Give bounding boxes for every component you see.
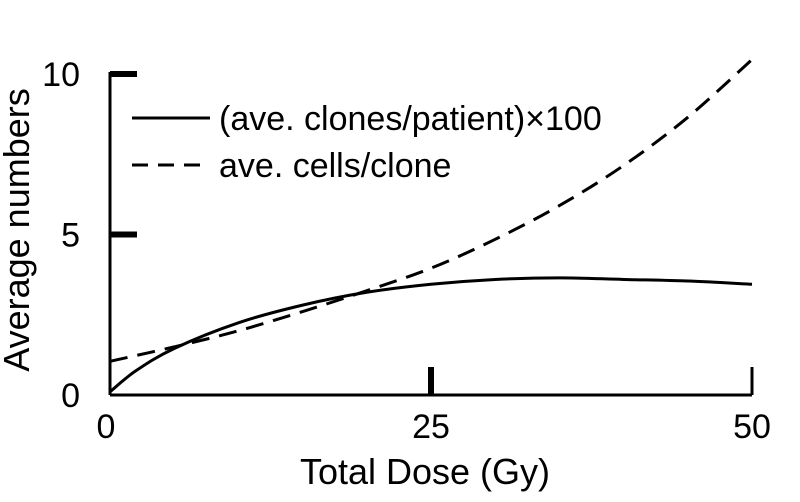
y-tick-label: 10	[42, 56, 80, 94]
solid-series-line	[109, 276, 753, 393]
dashed-series-line	[109, 58, 754, 363]
legend-label: (ave. clones/patient)×100	[219, 100, 602, 138]
y-tick-label: 0	[61, 377, 80, 415]
legend-label: ave. cells/clone	[219, 147, 451, 185]
y-axis-label: Average numbers	[0, 88, 37, 372]
x-tick-label: 25	[412, 408, 450, 446]
series-lines	[109, 58, 754, 393]
legend: (ave. clones/patient)×100 ave. cells/clon…	[132, 100, 602, 185]
ticks: 0 5 10 0 25 50	[42, 56, 771, 446]
x-tick-label: 50	[733, 408, 771, 446]
x-axis-label: Total Dose (Gy)	[300, 451, 550, 492]
y-tick-label: 5	[61, 217, 80, 255]
x-tick-label: 0	[97, 408, 116, 446]
